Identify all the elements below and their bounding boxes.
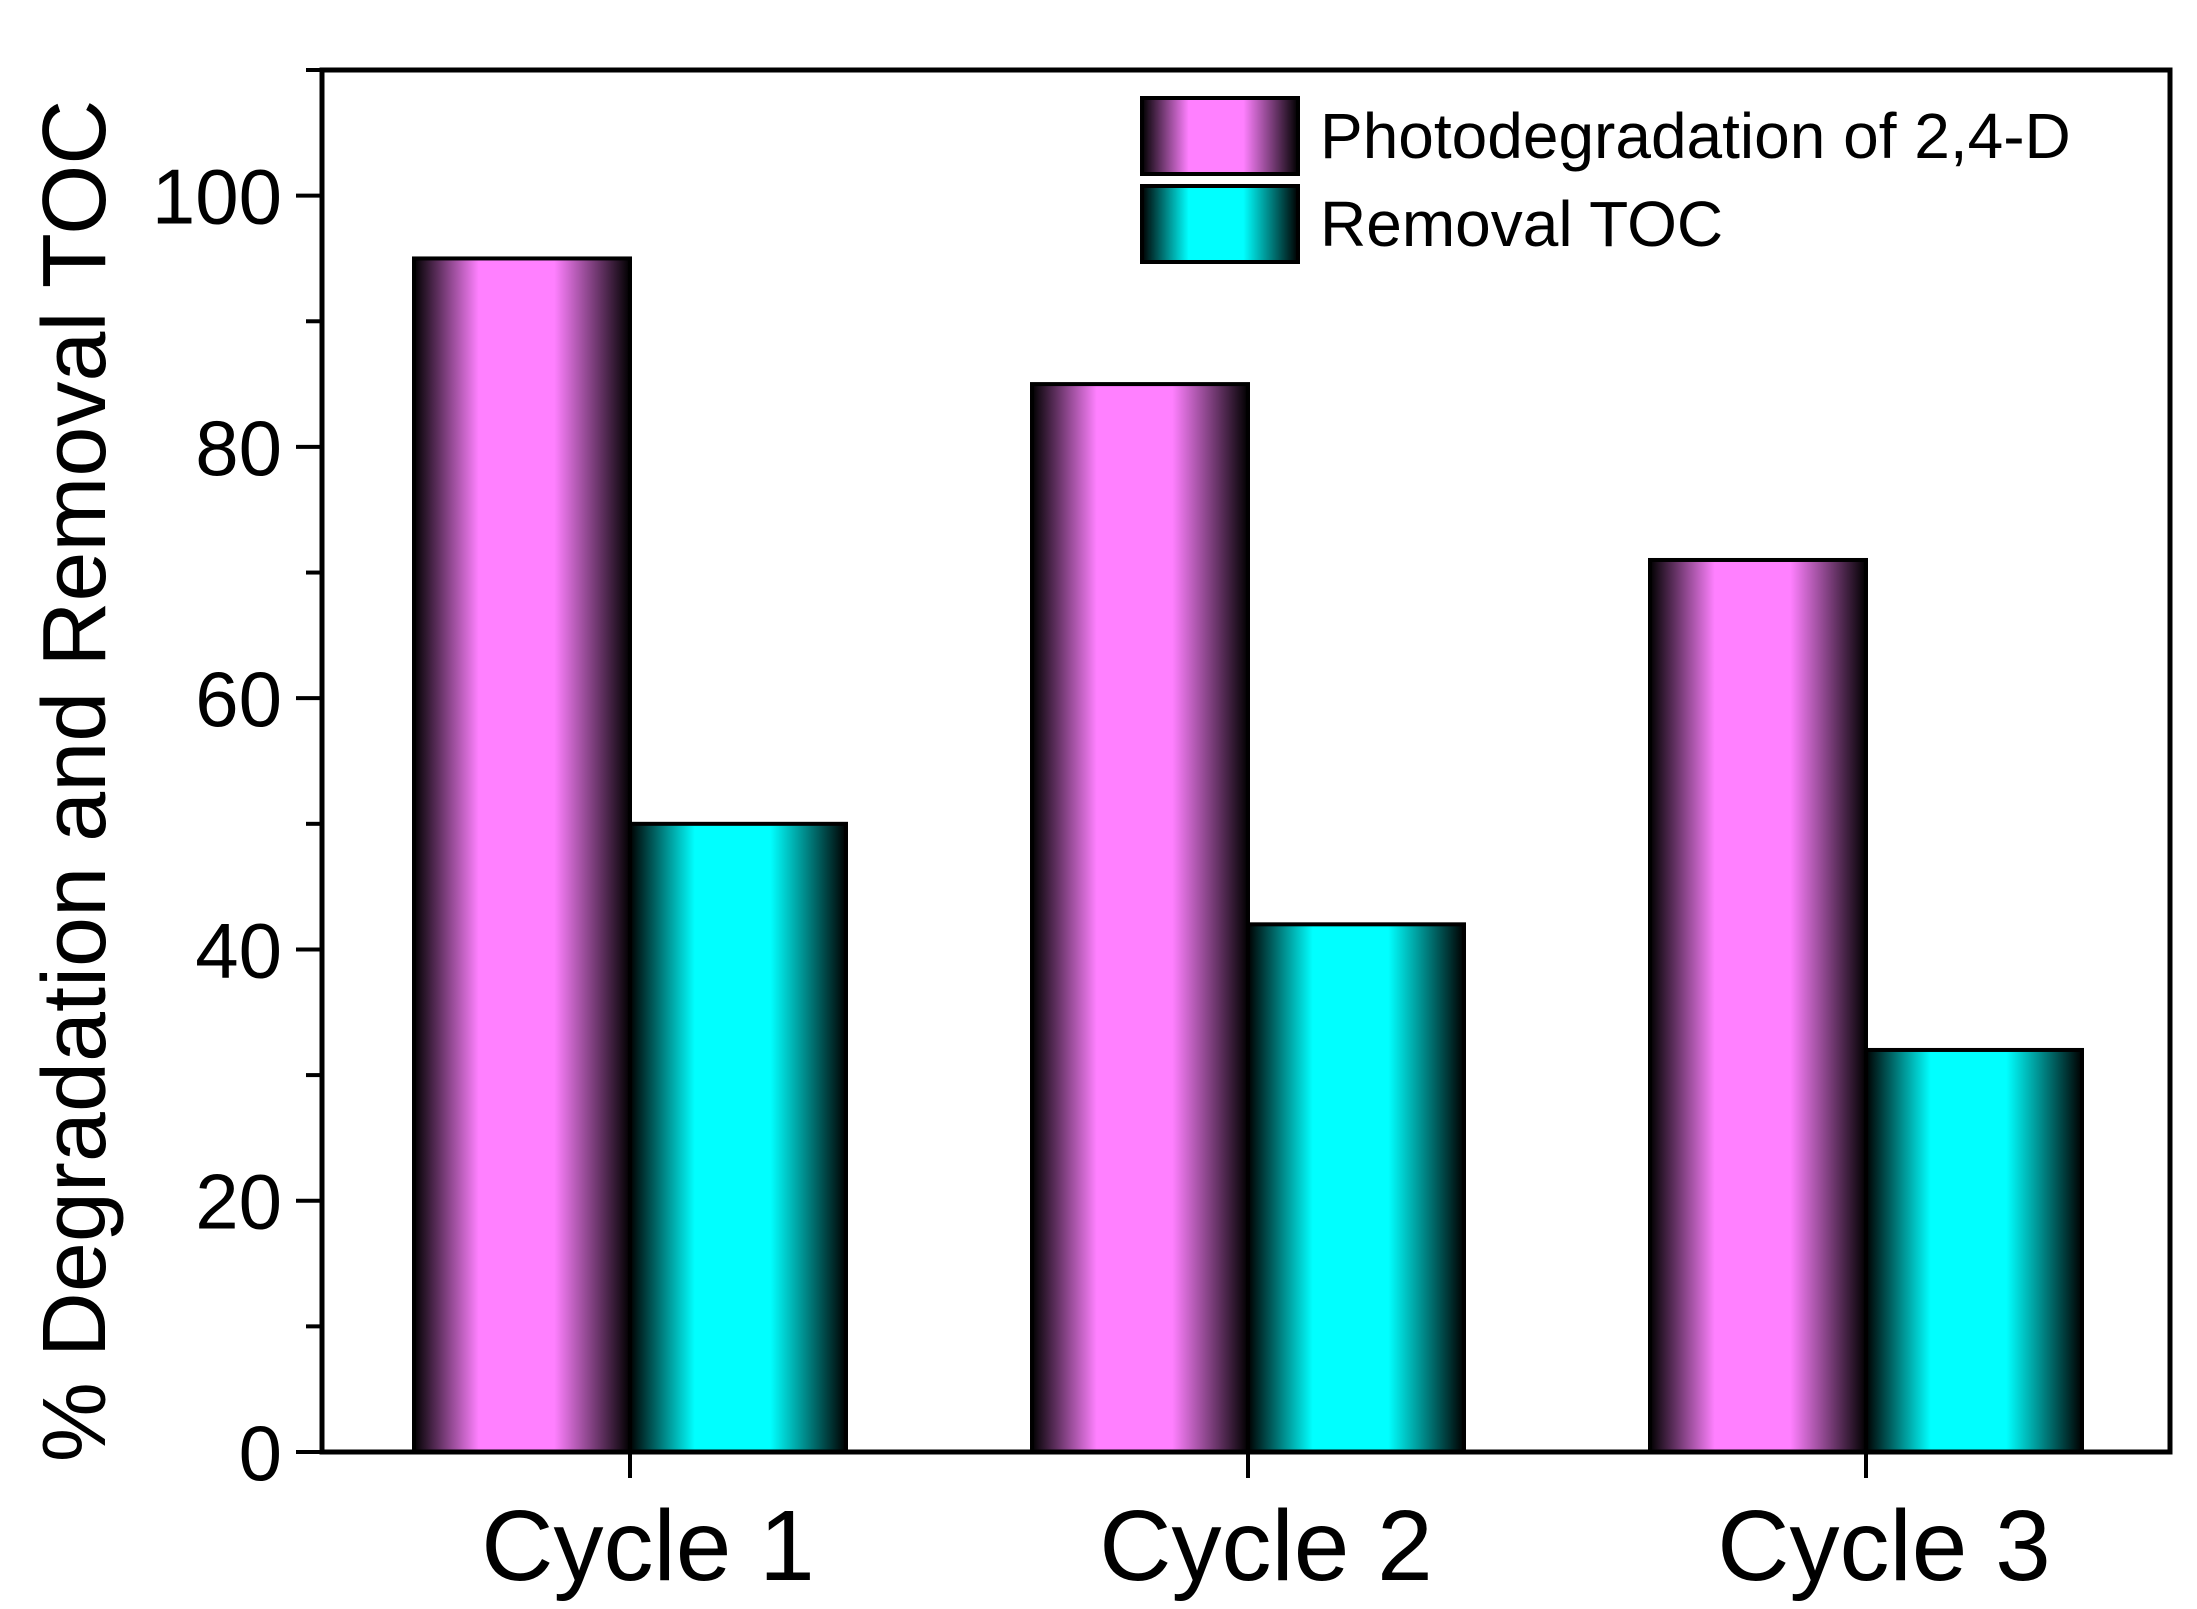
legend-label: Removal TOC — [1320, 188, 1723, 260]
y-axis-title: % Degradation and Removal TOC — [25, 100, 125, 1462]
bar-photodegradation-cycle-2 — [1030, 382, 1250, 1454]
y-tick-label: 0 — [239, 1409, 282, 1497]
x-category-label: Cycle 3 — [1717, 1490, 2050, 1602]
y-tick-label: 40 — [195, 906, 282, 994]
x-axis-ticks: Cycle 1 Cycle 2 Cycle 3 — [481, 1452, 2051, 1602]
y-tick-label: 60 — [195, 655, 282, 743]
legend-swatch-photodegradation — [1140, 96, 1300, 176]
legend: Photodegradation of 2,4-D Removal TOC — [1140, 96, 2071, 264]
bar-removal-toc-cycle-2 — [1246, 922, 1466, 1454]
x-category-label: Cycle 1 — [481, 1490, 814, 1602]
bar-photodegradation-cycle-1 — [412, 256, 632, 1454]
y-axis-ticks: 0 20 40 60 80 100 — [152, 68, 322, 1497]
bar-removal-toc-cycle-1 — [628, 821, 848, 1454]
y-tick-label: 80 — [195, 404, 282, 492]
y-tick-label: 100 — [152, 153, 282, 241]
legend-label: Photodegradation of 2,4-D — [1320, 100, 2071, 172]
bar-removal-toc-cycle-3 — [1864, 1047, 2084, 1454]
y-tick-label: 20 — [195, 1158, 282, 1246]
bars-layer — [412, 256, 2084, 1454]
x-category-label: Cycle 2 — [1099, 1490, 1432, 1602]
bar-photodegradation-cycle-3 — [1648, 557, 1868, 1454]
legend-swatch-removal-toc — [1140, 184, 1300, 264]
